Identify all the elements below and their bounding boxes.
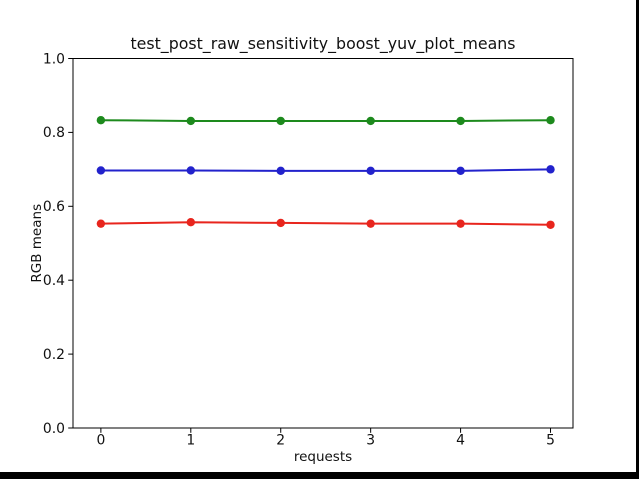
plot-area <box>72 58 574 429</box>
y-tick-label: 1.0 <box>43 51 65 67</box>
x-tick-label: 2 <box>276 433 285 449</box>
data-point-blue <box>366 166 375 176</box>
series-line-green <box>99 119 552 122</box>
data-point-green <box>546 116 555 125</box>
y-tick-label: 0.6 <box>43 199 65 215</box>
x-tick-label: 5 <box>546 433 555 449</box>
data-point-blue <box>96 166 106 175</box>
data-point-blue <box>456 166 465 176</box>
data-point-green <box>276 116 285 126</box>
data-point-red <box>276 218 285 228</box>
data-point-red <box>96 219 106 228</box>
y-tick-label: 0.8 <box>43 125 65 141</box>
data-point-green <box>96 116 106 125</box>
data-point-blue <box>186 166 196 175</box>
y-tick-label: 0.2 <box>43 347 65 363</box>
data-point-red <box>456 219 465 228</box>
y-tick-label: 0.0 <box>43 421 65 437</box>
data-point-red <box>186 217 196 227</box>
data-point-green <box>456 116 465 126</box>
data-point-green <box>186 116 196 126</box>
x-tick-label: 1 <box>186 433 195 449</box>
x-tick-label: 4 <box>456 433 465 449</box>
x-tick-label: 3 <box>366 433 375 449</box>
series-line-blue <box>99 168 552 172</box>
series-line-red <box>99 221 552 226</box>
x-tick-label: 0 <box>96 433 105 449</box>
bottom-black-band <box>0 472 639 479</box>
data-point-red <box>366 219 375 228</box>
chart-title: test_post_raw_sensitivity_boost_yuv_plot… <box>130 34 515 54</box>
data-point-blue <box>276 166 285 176</box>
y-axis-label: RGB means <box>29 204 45 283</box>
data-point-blue <box>546 165 555 174</box>
right-black-stripe <box>636 0 639 479</box>
x-axis-label: requests <box>294 449 352 465</box>
data-point-red <box>546 220 555 229</box>
data-point-green <box>366 116 375 126</box>
y-tick-label: 0.4 <box>43 273 65 289</box>
